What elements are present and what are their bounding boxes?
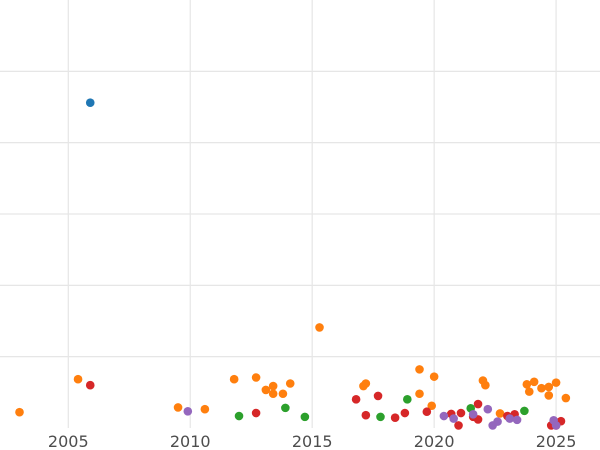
- data-point: [390, 413, 400, 423]
- data-point: [483, 404, 493, 414]
- data-point: [520, 406, 529, 416]
- data-point: [537, 383, 546, 393]
- data-point: [415, 365, 424, 374]
- data-point: [524, 387, 534, 396]
- data-point: [183, 407, 193, 416]
- data-point: [468, 410, 478, 419]
- x-tick-label: 2020: [414, 432, 455, 450]
- x-tick-label: 2015: [292, 432, 333, 450]
- data-point: [561, 393, 571, 403]
- points-layer: [15, 98, 571, 430]
- data-point: [351, 395, 361, 404]
- data-point: [200, 404, 210, 414]
- series-0: [85, 98, 95, 108]
- data-point: [512, 415, 522, 425]
- data-point: [268, 389, 278, 399]
- data-point: [481, 380, 490, 390]
- data-point: [522, 380, 532, 389]
- data-point: [493, 417, 502, 426]
- series-2: [234, 395, 529, 422]
- data-point: [229, 374, 239, 384]
- data-point: [251, 408, 261, 418]
- data-point: [429, 372, 439, 381]
- data-point: [495, 409, 505, 418]
- x-tick-labels: 2005 2010 2015 2020 2025: [48, 432, 577, 450]
- x-tick-label: 2010: [170, 432, 211, 450]
- data-point: [403, 395, 412, 404]
- series-4: [183, 404, 561, 430]
- data-point: [427, 401, 437, 411]
- data-point: [422, 407, 432, 417]
- data-point: [473, 399, 483, 409]
- grid-layer: [0, 0, 600, 428]
- data-point: [234, 411, 244, 421]
- data-point: [85, 380, 95, 390]
- series-3: [85, 380, 566, 430]
- x-tick-label: 2025: [536, 432, 577, 450]
- data-point: [544, 382, 554, 392]
- data-point: [73, 374, 83, 384]
- data-point: [268, 381, 278, 391]
- data-point: [173, 403, 183, 412]
- data-point: [505, 414, 515, 423]
- data-point: [454, 421, 463, 430]
- data-point: [15, 407, 24, 417]
- data-point: [449, 414, 458, 423]
- data-point: [439, 411, 449, 421]
- data-point: [361, 379, 371, 388]
- data-point: [373, 391, 383, 401]
- data-point: [251, 373, 261, 382]
- data-point: [361, 410, 371, 420]
- data-point: [544, 391, 554, 400]
- data-point: [551, 421, 561, 430]
- data-point: [315, 323, 324, 332]
- data-point: [415, 389, 424, 399]
- data-point: [285, 379, 295, 388]
- data-point: [261, 385, 271, 395]
- data-point: [300, 412, 310, 422]
- data-point: [281, 403, 290, 413]
- data-point: [85, 98, 95, 108]
- data-point: [400, 408, 410, 418]
- data-point: [551, 378, 561, 387]
- x-tick-label: 2005: [48, 432, 89, 450]
- data-point: [529, 377, 539, 387]
- data-point: [456, 408, 466, 418]
- series-1: [15, 323, 571, 418]
- data-point: [278, 389, 288, 399]
- data-point: [376, 412, 385, 422]
